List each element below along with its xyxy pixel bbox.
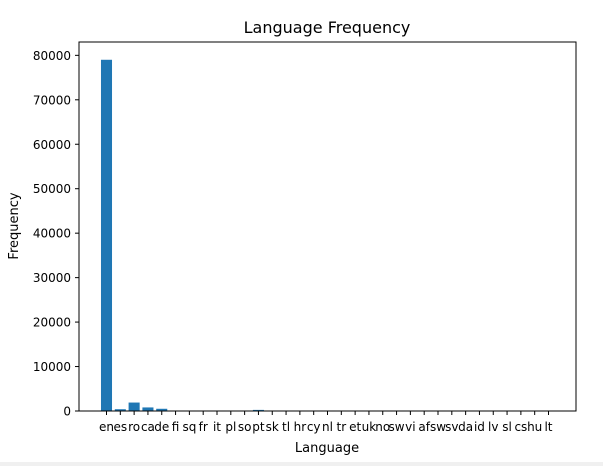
- chart-title: Language Frequency: [244, 18, 411, 37]
- x-tick-label: ro: [128, 420, 140, 434]
- x-tick-label: tl: [282, 420, 290, 434]
- y-axis: 0 10000 20000 30000 40000 50000 60000 70000 8000…: [33, 49, 79, 419]
- y-tick-label: 70000: [33, 93, 71, 107]
- y-tick-label: 30000: [33, 271, 71, 285]
- y-axis-label: Frequency: [7, 192, 22, 259]
- x-tick-label: es: [113, 420, 127, 434]
- x-tick-label: fr: [199, 420, 208, 434]
- x-tick-label: cy: [307, 420, 321, 434]
- x-tick-label: sq: [182, 420, 196, 434]
- x-tick-label: so: [238, 420, 252, 434]
- bar-ro-2: [129, 403, 140, 411]
- y-tick-label: 80000: [33, 49, 71, 63]
- axes-frame: [79, 42, 576, 411]
- x-tick-label: fi: [172, 420, 180, 434]
- x-tick-label: sw: [389, 420, 405, 434]
- x-tick-label: ca: [141, 420, 155, 434]
- y-tick-label: 10000: [33, 360, 71, 374]
- x-tick-label: id: [474, 420, 485, 434]
- y-tick-label: 60000: [33, 138, 71, 152]
- x-tick-label: sl: [502, 420, 512, 434]
- x-tick-label: lt: [544, 420, 552, 434]
- window-bottom-bar: [0, 462, 603, 466]
- y-tick-label: 40000: [33, 227, 71, 241]
- plot-area: [101, 60, 554, 411]
- x-tick-label: af: [418, 420, 430, 434]
- x-tick-label: tr: [336, 420, 346, 434]
- x-tick-label: sv: [445, 420, 458, 434]
- x-tick-label: pt: [252, 420, 265, 434]
- x-tick-label: sk: [266, 420, 279, 434]
- x-tick-label: sw: [430, 420, 446, 434]
- x-tick-label: pl: [225, 420, 236, 434]
- x-tick-label: hr: [294, 420, 307, 434]
- y-tick-label: 0: [63, 405, 71, 419]
- x-tick-label: cs: [514, 420, 527, 434]
- x-axis-label: Language: [295, 441, 359, 456]
- x-tick-label: it: [213, 420, 221, 434]
- x-tick-label: uk: [362, 420, 377, 434]
- y-tick-label: 50000: [33, 182, 71, 196]
- x-tick-label: en: [99, 420, 114, 434]
- x-tick-label: de: [154, 420, 169, 434]
- x-tick-label: hu: [527, 420, 542, 434]
- y-tick-label: 20000: [33, 316, 71, 330]
- x-tick-label: da: [458, 420, 473, 434]
- x-tick-label: lv: [488, 420, 498, 434]
- bar-ca-3: [142, 407, 153, 411]
- x-tick-label: nl: [322, 420, 333, 434]
- bar-en-0: [101, 60, 112, 411]
- x-tick-label: et: [349, 420, 361, 434]
- x-tick-label: vi: [405, 420, 415, 434]
